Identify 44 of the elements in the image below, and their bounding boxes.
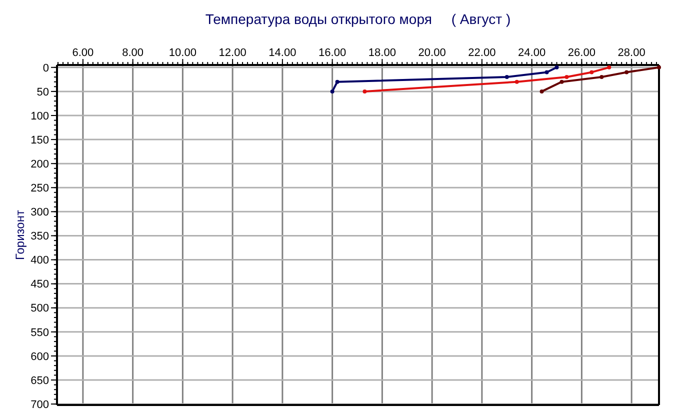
point	[544, 70, 549, 74]
y-tick-label: 400	[30, 254, 49, 267]
point	[504, 75, 509, 80]
x-tick-label: 6.00	[72, 47, 94, 59]
y-tick-label: 450	[30, 278, 49, 291]
chart-title: Температура воды открытого моря ( Август )	[205, 11, 511, 27]
x-tick-label: 28.00	[618, 47, 646, 59]
point	[624, 70, 629, 74]
x-tick-label: 22.00	[468, 47, 496, 59]
y-tick-label: 350	[30, 230, 49, 243]
y-tick-label: 250	[30, 182, 49, 194]
y-tick-label: 600	[30, 350, 49, 363]
y-tick-label: 50	[36, 86, 49, 98]
point	[330, 89, 334, 94]
point	[514, 80, 519, 84]
y-tick-label: 150	[30, 134, 49, 146]
x-tick-label: 26.00	[568, 47, 596, 59]
point	[335, 80, 340, 84]
x-tick-label: 12.00	[218, 47, 246, 59]
x-tick-label: 8.00	[122, 47, 144, 59]
point	[590, 70, 594, 74]
x-tick-label: 14.00	[268, 47, 296, 59]
point	[362, 89, 367, 94]
y-tick-label: 200	[30, 158, 49, 170]
x-tick-label: 18.00	[368, 47, 396, 59]
y-tick-label: 0	[42, 62, 49, 74]
y-tick-label: 650	[30, 374, 49, 387]
point	[564, 75, 569, 80]
y-tick-label: 500	[30, 302, 49, 315]
y-tick-label: 700	[30, 398, 49, 411]
point	[540, 89, 544, 94]
x-tick-label: 24.00	[518, 47, 546, 59]
y-axis-title: Горизонт	[13, 210, 27, 260]
point	[600, 75, 604, 80]
point	[657, 65, 661, 70]
x-tick-label: 10.00	[168, 47, 196, 59]
point	[554, 65, 559, 70]
y-tick-label: 100	[30, 110, 49, 122]
point	[607, 65, 612, 70]
x-tick-label: 16.00	[318, 47, 346, 59]
x-tick-label: 20.00	[418, 47, 446, 59]
point	[560, 80, 564, 84]
y-tick-label: 300	[30, 206, 49, 219]
y-tick-label: 550	[30, 326, 49, 339]
